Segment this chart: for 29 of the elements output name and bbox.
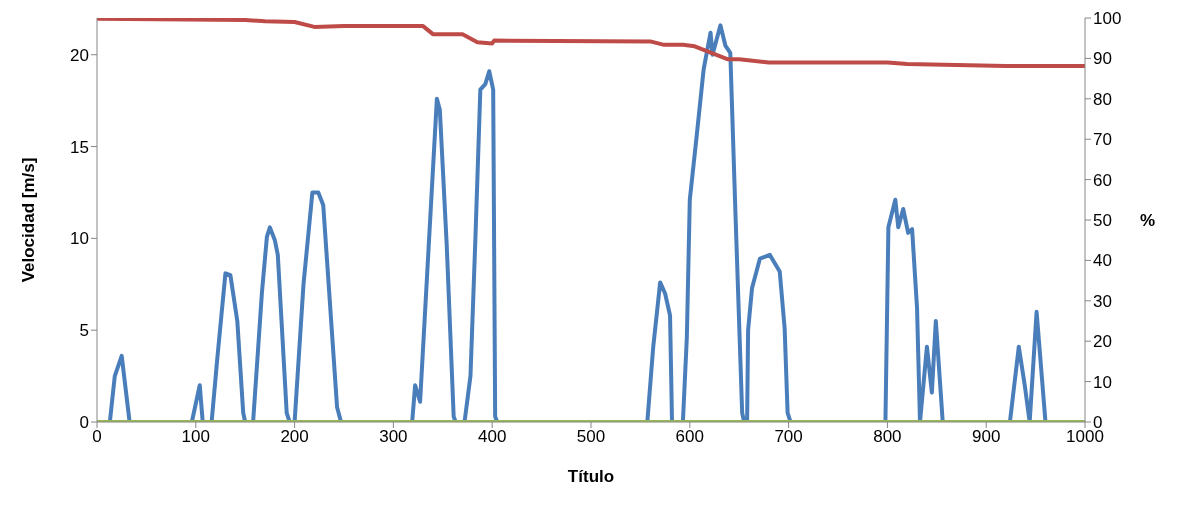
x-tick-label: 600 xyxy=(675,427,704,447)
x-tick-label: 300 xyxy=(379,427,408,447)
line-series xyxy=(97,18,1085,69)
y-tick-label: 5 xyxy=(79,321,89,341)
y2-tick-label: 70 xyxy=(1093,130,1112,150)
y-axis-title: Velocidad [m/s] xyxy=(19,157,39,283)
x-tick-label: 700 xyxy=(774,427,803,447)
y-tick-label: 0 xyxy=(79,413,89,433)
y-tick-label: 10 xyxy=(70,229,89,249)
y2-tick-label: 10 xyxy=(1093,372,1112,392)
x-tick-label: 500 xyxy=(576,427,606,447)
y2-tick-label: 60 xyxy=(1093,170,1112,190)
x-tick-label: 200 xyxy=(280,427,309,447)
y2-tick-label: 100 xyxy=(1093,9,1122,29)
y2-tick-label: 80 xyxy=(1093,89,1112,109)
y-tick-label: 15 xyxy=(70,137,89,157)
x-tick-label: 900 xyxy=(972,427,1001,447)
x-tick-label: 800 xyxy=(873,427,902,447)
y-tick-label: 20 xyxy=(70,45,89,65)
y2-tick-label: 30 xyxy=(1093,291,1112,311)
y2-tick-label: 50 xyxy=(1093,211,1112,231)
x-tick-label: 0 xyxy=(92,427,102,447)
y2-tick-label: 20 xyxy=(1093,332,1112,352)
x-tick-label: 400 xyxy=(478,427,507,447)
x-axis-title: Título xyxy=(567,467,615,486)
y2-axis-title: % xyxy=(1139,211,1155,231)
x-tick-label: 100 xyxy=(181,427,210,447)
y2-tick-label: 90 xyxy=(1093,49,1112,69)
y2-tick-label: 40 xyxy=(1093,251,1112,271)
